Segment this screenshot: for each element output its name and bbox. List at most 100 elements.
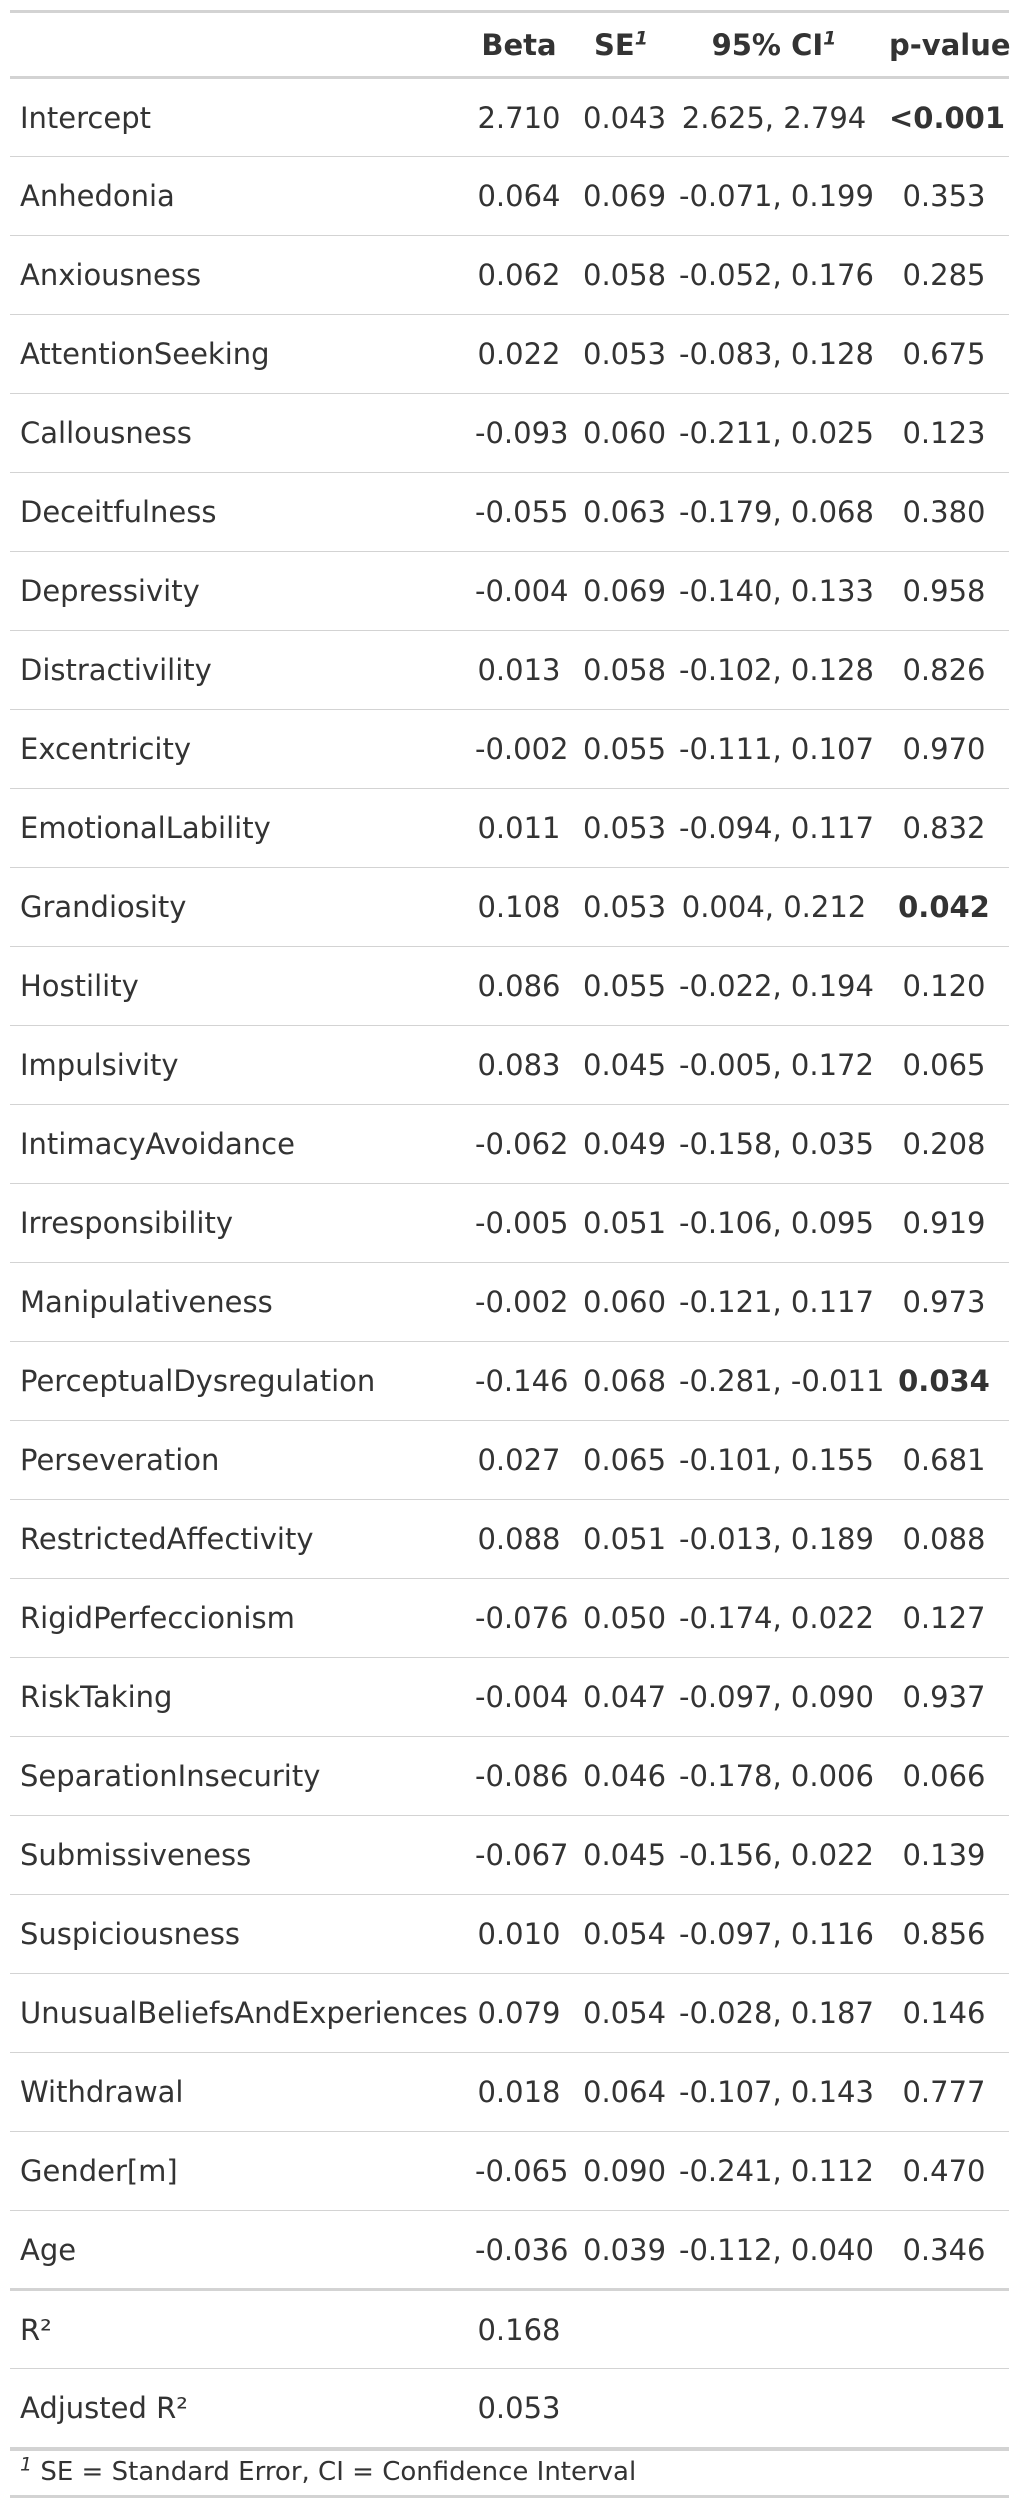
beta-cell: -0.055 — [465, 472, 573, 552]
p-value-cell: 0.120 — [879, 946, 1009, 1026]
term-cell: Irresponsibility — [10, 1183, 465, 1263]
ci-cell: -0.102, 0.128 — [669, 630, 879, 710]
term-cell: Suspiciousness — [10, 1894, 465, 1974]
table-row: RigidPerfeccionism -0.076 0.050 -0.174, 0.0… — [10, 1578, 1009, 1658]
se-cell: 0.090 — [573, 2131, 669, 2211]
se-cell: 0.053 — [573, 867, 669, 947]
ci-cell: 0.004, 0.212 — [669, 867, 879, 947]
table-row: Anxiousness 0.062 0.058 -0.052, 0.176 0.285 — [10, 235, 1009, 315]
beta-cell: 0.027 — [465, 1420, 573, 1500]
p-value-cell: 0.681 — [879, 1420, 1009, 1500]
p-value-cell: 0.826 — [879, 630, 1009, 710]
table-footnote: 1 SE = Standard Error, CI = Confidence I… — [10, 2448, 1009, 2498]
p-value-cell: 0.139 — [879, 1815, 1009, 1895]
se-cell: 0.039 — [573, 2210, 669, 2290]
p-value-cell: 0.919 — [879, 1183, 1009, 1263]
beta-cell: 0.022 — [465, 314, 573, 394]
se-cell: 0.064 — [573, 2052, 669, 2132]
table-row: Irresponsibility -0.005 0.051 -0.106, 0.095… — [10, 1183, 1009, 1263]
se-cell: 0.055 — [573, 709, 669, 789]
p-value-cell: 0.973 — [879, 1262, 1009, 1342]
term-cell: RestrictedAffectivity — [10, 1499, 465, 1579]
term-cell: Submissiveness — [10, 1815, 465, 1895]
beta-cell: -0.146 — [465, 1341, 573, 1421]
beta-cell: 0.010 — [465, 1894, 573, 1974]
table-row: Excentricity -0.002 0.055 -0.111, 0.107 0.97… — [10, 709, 1009, 789]
table-row: RiskTaking -0.004 0.047 -0.097, 0.090 0.937 — [10, 1657, 1009, 1737]
term-cell: Withdrawal — [10, 2052, 465, 2132]
se-cell: 0.069 — [573, 156, 669, 236]
beta-cell: 0.062 — [465, 235, 573, 315]
footnote-mark: 1 — [20, 2453, 33, 2476]
ci-cell: -0.071, 0.199 — [669, 156, 879, 236]
p-value-cell: 0.777 — [879, 2052, 1009, 2132]
p-value-cell: 0.380 — [879, 472, 1009, 552]
beta-cell: -0.065 — [465, 2131, 573, 2211]
regression-table-container: Beta SE1 95% CI1 p-value Intercept 2.710 0… — [10, 10, 1011, 2498]
term-cell: SeparationInsecurity — [10, 1736, 465, 1816]
table-row: Distractivility 0.013 0.058 -0.102, 0.128 0.… — [10, 630, 1009, 710]
p-value-cell: 0.470 — [879, 2131, 1009, 2211]
significant-p-value: 0.034 — [898, 1364, 990, 1398]
se-cell: 0.054 — [573, 1894, 669, 1974]
term-cell: RiskTaking — [10, 1657, 465, 1737]
p-value-cell: 0.065 — [879, 1025, 1009, 1105]
ci-cell: -0.107, 0.143 — [669, 2052, 879, 2132]
term-cell: AttentionSeeking — [10, 314, 465, 394]
header-ci-label: 95% CI — [711, 27, 824, 62]
table-row: Perseveration 0.027 0.065 -0.101, 0.155 0.68… — [10, 1420, 1009, 1500]
ci-cell: -0.179, 0.068 — [669, 472, 879, 552]
term-cell: Grandiosity — [10, 867, 465, 947]
stat-value-cell: 0.168 — [465, 2288, 573, 2369]
term-cell: Distractivility — [10, 630, 465, 710]
footnote-text: SE = Standard Error, CI = Confidence Int… — [40, 2457, 637, 2487]
ci-cell: -0.013, 0.189 — [669, 1499, 879, 1579]
se-cell: 0.047 — [573, 1657, 669, 1737]
se-cell: 0.054 — [573, 1973, 669, 2053]
regression-table: Beta SE1 95% CI1 p-value Intercept 2.710 0… — [10, 10, 1011, 2448]
table-row: Impulsivity 0.083 0.045 -0.005, 0.172 0.065 — [10, 1025, 1009, 1105]
table-row: Intercept 2.710 0.043 2.625, 2.794 <0.001 — [10, 77, 1009, 157]
term-cell: IntimacyAvoidance — [10, 1104, 465, 1184]
empty-cell — [573, 2368, 669, 2448]
p-value-cell: 0.937 — [879, 1657, 1009, 1737]
beta-cell: -0.067 — [465, 1815, 573, 1895]
term-cell: Perseveration — [10, 1420, 465, 1500]
beta-cell: -0.093 — [465, 393, 573, 473]
term-cell: Depressivity — [10, 551, 465, 631]
term-cell: Deceitfulness — [10, 472, 465, 552]
table-row: Age -0.036 0.039 -0.112, 0.040 0.346 — [10, 2210, 1009, 2290]
stat-label-cell: Adjusted R² — [10, 2368, 465, 2448]
ci-cell: -0.281, -0.011 — [669, 1341, 884, 1421]
term-cell: RigidPerfeccionism — [10, 1578, 465, 1658]
p-value-cell: 0.353 — [879, 156, 1009, 236]
empty-cell — [879, 2288, 1009, 2369]
p-value-cell: 0.675 — [879, 314, 1009, 394]
table-row: Submissiveness -0.067 0.045 -0.156, 0.022 0.… — [10, 1815, 1009, 1895]
beta-cell: 0.064 — [465, 156, 573, 236]
ci-cell: -0.121, 0.117 — [669, 1262, 879, 1342]
table-row: IntimacyAvoidance -0.062 0.049 -0.158, 0.03… — [10, 1104, 1009, 1184]
table-body: Intercept 2.710 0.043 2.625, 2.794 <0.001 Anh… — [10, 77, 1009, 2448]
model-stat-row: Adjusted R² 0.053 — [10, 2368, 1009, 2448]
header-row: Beta SE1 95% CI1 p-value — [10, 10, 1011, 79]
p-value-cell: 0.970 — [879, 709, 1009, 789]
p-value-cell: 0.832 — [879, 788, 1009, 868]
beta-cell: -0.036 — [465, 2210, 573, 2290]
se-cell: 0.051 — [573, 1499, 669, 1579]
ci-cell: -0.106, 0.095 — [669, 1183, 879, 1263]
p-value-cell: <0.001 — [879, 77, 1009, 157]
table-row: Callousness -0.093 0.060 -0.211, 0.025 0.123 — [10, 393, 1009, 473]
term-cell: Gender[m] — [10, 2131, 465, 2211]
term-cell: Intercept — [10, 77, 465, 157]
header-se-label: SE — [594, 27, 635, 62]
table-row: Manipulativeness -0.002 0.060 -0.121, 0.117… — [10, 1262, 1009, 1342]
ci-cell: -0.140, 0.133 — [669, 551, 879, 631]
table-row: Suspiciousness 0.010 0.054 -0.097, 0.116 0.8… — [10, 1894, 1009, 1974]
empty-cell — [879, 2368, 1009, 2448]
se-cell: 0.060 — [573, 1262, 669, 1342]
ci-cell: -0.112, 0.040 — [669, 2210, 879, 2290]
beta-cell: 0.013 — [465, 630, 573, 710]
beta-cell: 0.018 — [465, 2052, 573, 2132]
beta-cell: 0.086 — [465, 946, 573, 1026]
